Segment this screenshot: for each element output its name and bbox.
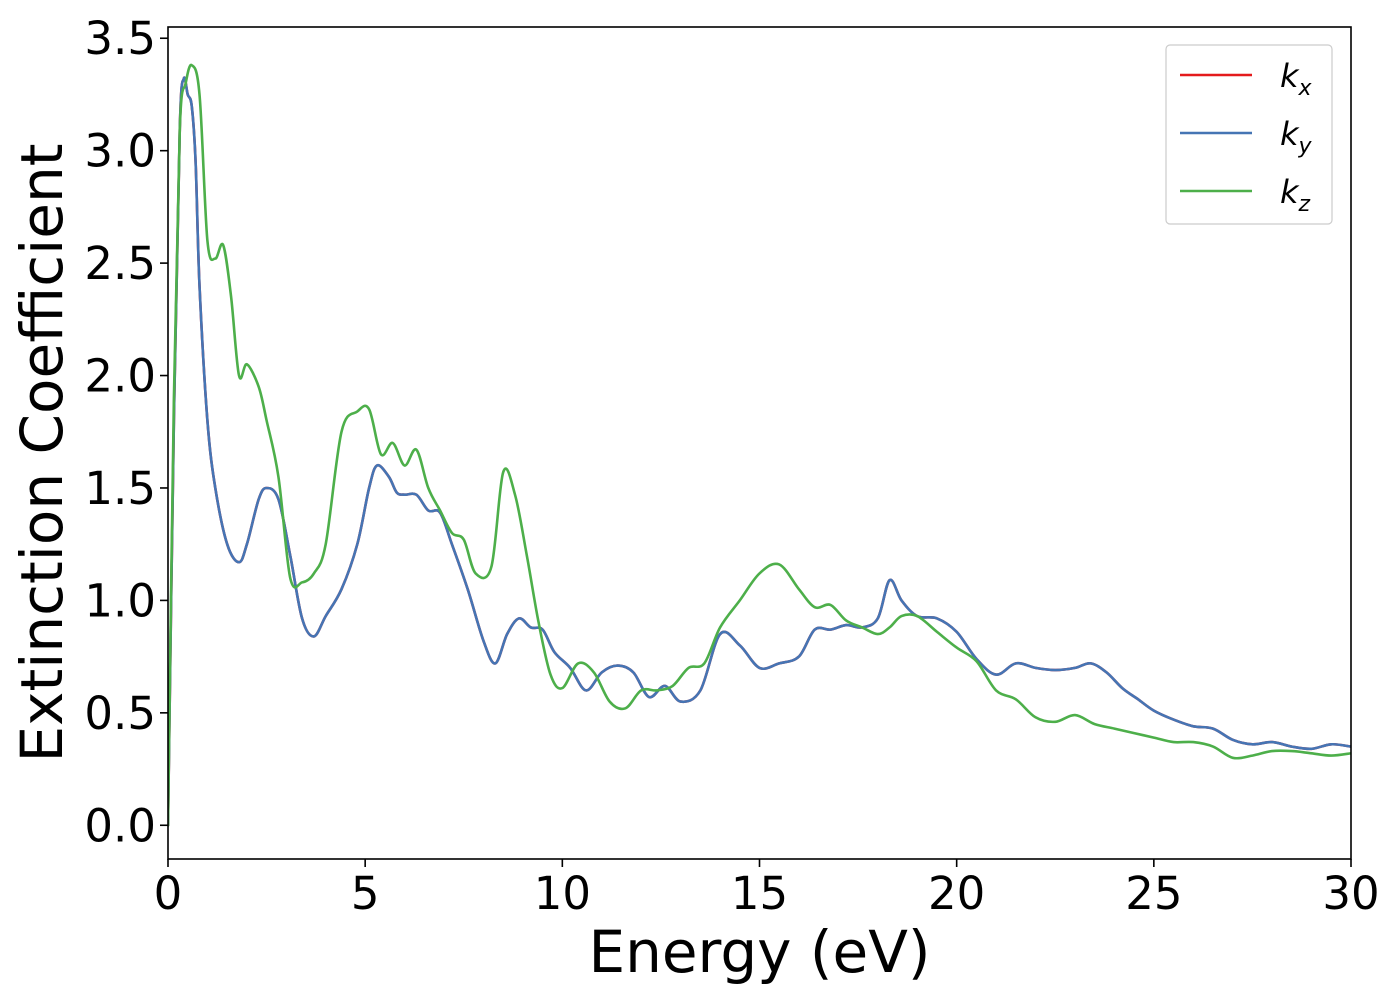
y-tick-label: 0.5 — [84, 687, 156, 740]
x-tick-label: 10 — [534, 867, 591, 920]
y-axis-ticks: 0.0 0.5 1.0 1.5 2.0 2.5 3.0 3.5 — [84, 12, 168, 852]
series-line-ky — [168, 76, 1351, 827]
y-tick-label: 1.5 — [84, 462, 156, 515]
legend-box — [1165, 44, 1333, 225]
x-axis-ticks: 0 5 10 15 20 25 30 — [154, 859, 1380, 920]
x-tick-label: 5 — [351, 867, 380, 920]
x-axis-label: Energy (eV) — [588, 918, 930, 986]
y-tick-label: 2.0 — [84, 350, 156, 403]
y-tick-label: 0.0 — [84, 799, 156, 852]
x-tick-label: 15 — [731, 867, 788, 920]
y-axis-label: Extinction Coefficient — [8, 144, 76, 763]
y-tick-label: 3.0 — [84, 125, 156, 178]
x-tick-label: 30 — [1322, 867, 1379, 920]
x-tick-label: 0 — [154, 867, 183, 920]
x-tick-label: 20 — [928, 867, 985, 920]
series-line-kz — [168, 63, 1351, 827]
y-tick-label: 1.0 — [84, 574, 156, 627]
y-tick-label: 3.5 — [84, 12, 156, 65]
x-tick-label: 25 — [1125, 867, 1182, 920]
y-tick-label: 2.5 — [84, 237, 156, 290]
plot-lines — [168, 63, 1351, 827]
